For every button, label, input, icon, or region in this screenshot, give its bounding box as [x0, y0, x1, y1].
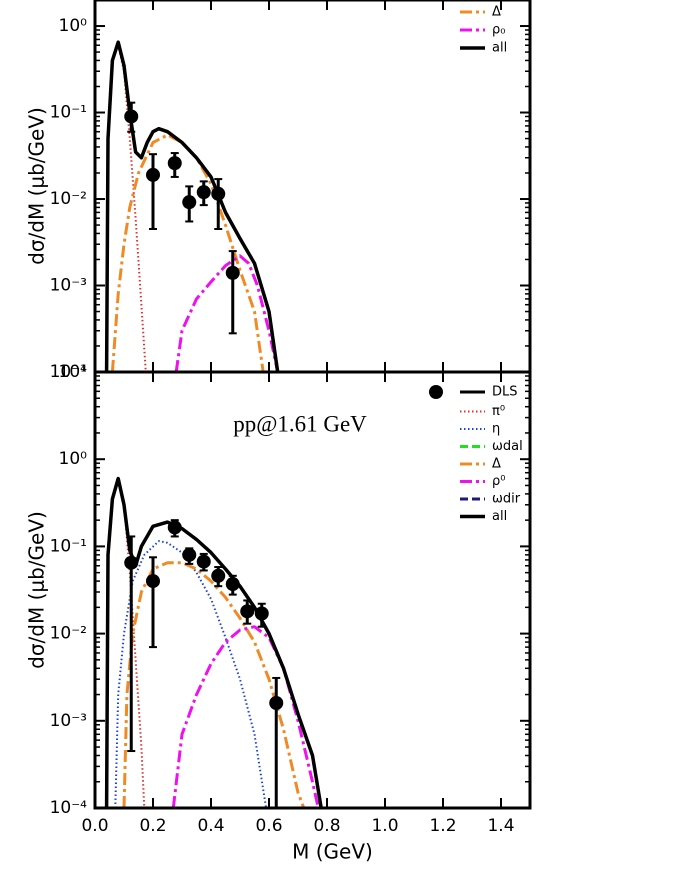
data-point: [225, 265, 240, 280]
y-tick-label: 10¹: [59, 362, 87, 382]
curve: [114, 540, 268, 808]
curve: [123, 504, 146, 808]
data-point: [196, 554, 211, 569]
y-tick-label: 10⁻⁴: [50, 798, 88, 818]
x-axis-label: M (GeV): [292, 840, 373, 864]
data-point: [182, 195, 197, 210]
curve: [117, 44, 147, 372]
x-tick-label: 0.4: [197, 816, 224, 836]
plot-frame: [93, 0, 532, 374]
legend-label: ρ₀: [492, 23, 505, 38]
y-axis-label: dσ/dM (μb/GeV): [25, 511, 49, 669]
y-tick-label: 10⁻²: [50, 624, 87, 644]
curve: [122, 561, 306, 808]
x-tick-label: 1.2: [429, 816, 456, 836]
x-tick-label: 0.8: [313, 816, 340, 836]
panel: 10⁻⁴ 10⁻³ 10⁻² 10⁻¹ 10⁰ 10¹ 0.0 0.2 0.4 0.6 0.8 1.0…: [25, 362, 532, 864]
data-point: [167, 520, 182, 535]
y-axis-label: dσ/dM (μb/GeV): [25, 107, 49, 265]
legend-label: ωdir: [492, 492, 521, 507]
data-point: [196, 185, 211, 200]
data-point: [254, 606, 269, 621]
x-tick-label: 0.0: [81, 816, 108, 836]
y-tick-label: 10⁻¹: [50, 103, 87, 123]
legend-label: DLS: [492, 385, 518, 400]
legend-marker: [429, 385, 443, 399]
x-tick-label: 0.2: [139, 816, 166, 836]
panel: 10⁻⁴ 10⁻³ 10⁻² 10⁻¹ 10⁰ dσ/dM (μb/GeV) Δρ₀ all: [25, 0, 532, 382]
legend-label: all: [492, 509, 507, 524]
legend-label: ωdal: [492, 439, 523, 454]
data-point: [124, 109, 139, 124]
legend-label: all: [492, 41, 507, 56]
y-tick-label: 10⁰: [59, 16, 88, 36]
y-tick-label: 10⁻³: [50, 711, 87, 731]
legend-label: π⁰: [492, 404, 505, 419]
legend-label: η: [492, 422, 500, 437]
curve: [104, 40, 280, 372]
data-point: [269, 696, 284, 711]
data-point: [124, 555, 139, 570]
y-tick-label: 10⁻¹: [50, 536, 87, 556]
curve: [171, 625, 320, 808]
data-point: [211, 186, 226, 201]
plot-area: [104, 476, 323, 808]
y-tick-label: 10⁻²: [50, 189, 87, 209]
y-tick-label: 10⁰: [59, 449, 88, 469]
curve: [110, 133, 265, 372]
data-point: [211, 568, 226, 583]
x-tick-label: 0.6: [255, 816, 282, 836]
data-point: [225, 577, 240, 592]
y-tick-label: 10⁻⁴: [50, 362, 88, 382]
plot-area: [104, 40, 280, 372]
data-point: [146, 574, 160, 589]
y-tick-label: 10⁻³: [50, 276, 87, 296]
x-tick-label: 1.4: [487, 816, 514, 836]
plot-frame: [93, 370, 532, 810]
legend-label: Δ: [492, 457, 501, 472]
chart-title: pp@1.61 GeV: [233, 411, 367, 436]
legend-label: ρ⁰: [492, 474, 505, 489]
data-point: [146, 167, 160, 182]
data-point: [182, 547, 197, 562]
data-point: [240, 604, 255, 619]
curve: [104, 476, 323, 808]
x-tick-label: 1.0: [371, 816, 398, 836]
legend-label: Δ: [492, 5, 501, 20]
data-point: [167, 156, 182, 171]
